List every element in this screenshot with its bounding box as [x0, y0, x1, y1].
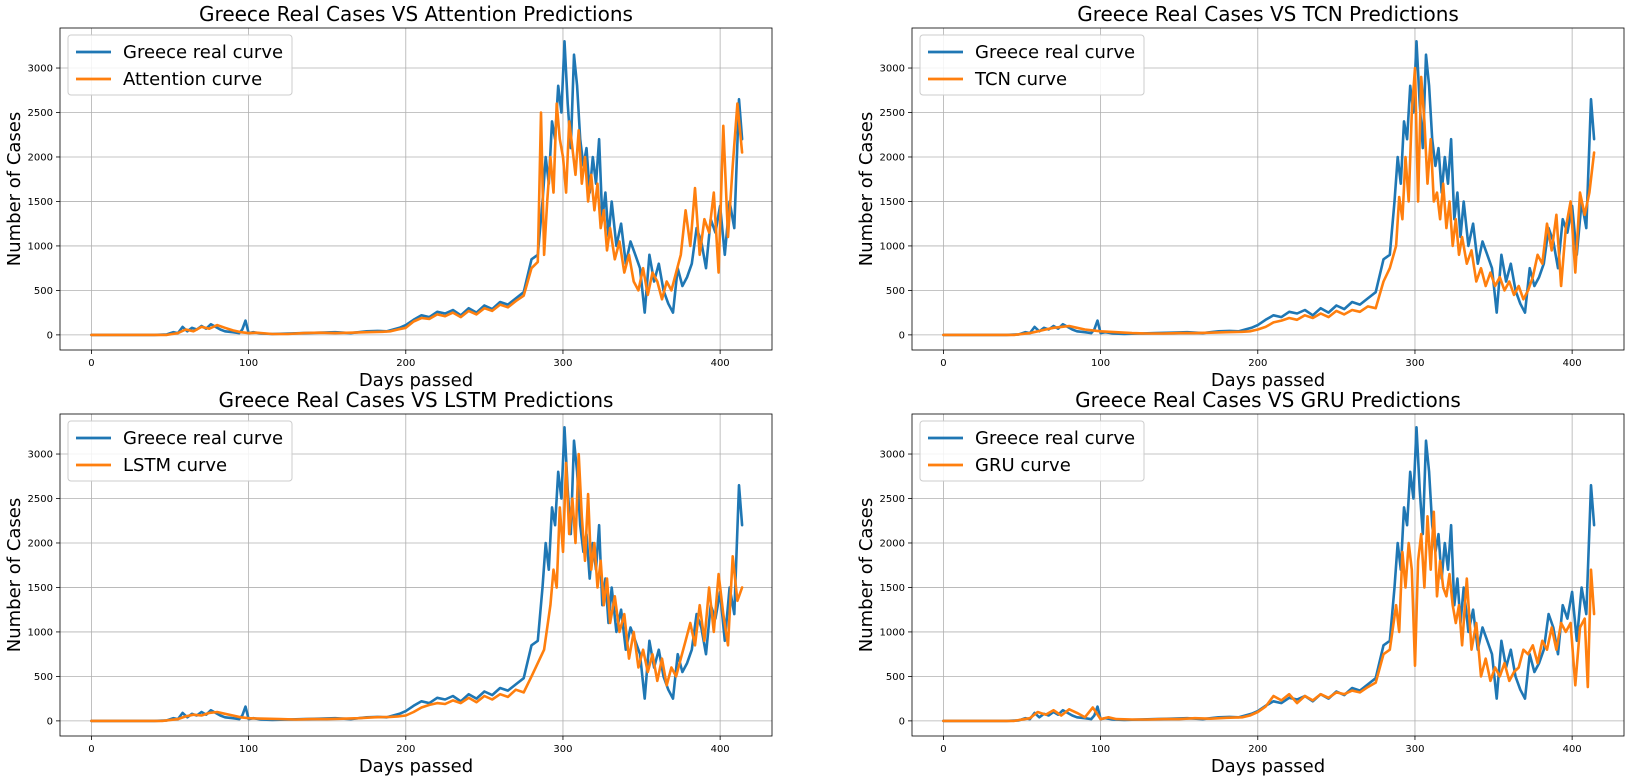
y-tick-label: 2000 — [880, 538, 905, 549]
x-tick-label: 300 — [1405, 358, 1424, 369]
prediction-curve-line — [90, 102, 744, 337]
x-tick-label: 400 — [711, 744, 730, 755]
y-tick-label: 1000 — [28, 241, 53, 252]
x-tick-label: 200 — [396, 744, 415, 755]
y-tick-label: 3000 — [880, 450, 905, 461]
prediction-curve-line — [942, 66, 1596, 337]
chart-title: Greece Real Cases VS GRU Predictions — [1075, 388, 1461, 412]
chart-panel-1: 0 100 200 300 400 0 500 1000 1500 2000 2500 3000 Gre… — [4, 2, 773, 391]
legend-label: Greece real curve — [975, 428, 1135, 449]
x-axis-label: Days passed — [1211, 370, 1325, 391]
y-tick-label: 3000 — [28, 64, 53, 75]
legend: Greece real curve Attention curve — [67, 34, 293, 96]
y-tick-label: 1500 — [28, 583, 53, 594]
y-axis-label: Number of Cases — [4, 112, 25, 267]
x-tick-label: 200 — [1248, 744, 1267, 755]
legend-label: Greece real curve — [975, 42, 1135, 63]
x-tick-label: 0 — [940, 744, 946, 755]
legend: Greece real curve TCN curve — [919, 34, 1145, 96]
y-tick-label: 2500 — [28, 108, 53, 119]
x-tick-label: 200 — [396, 358, 415, 369]
prediction-curve-line — [90, 452, 744, 723]
x-tick-label: 300 — [553, 744, 572, 755]
x-tick-label: 400 — [711, 358, 730, 369]
y-tick-label: 2000 — [28, 152, 53, 163]
x-tick-label: 0 — [88, 744, 94, 755]
legend-label: Attention curve — [123, 69, 262, 90]
plot-frame — [911, 27, 1625, 351]
chart-panel-2: 0 100 200 300 400 0 500 1000 1500 2000 2500 3000 Gre… — [856, 2, 1625, 391]
x-tick-label: 100 — [239, 744, 258, 755]
grid — [912, 414, 1624, 736]
y-tick-label: 0 — [47, 330, 53, 341]
x-tick-label: 400 — [1563, 744, 1582, 755]
legend-label: GRU curve — [975, 455, 1071, 476]
y-axis-label: Number of Cases — [4, 498, 25, 653]
y-tick-label: 3000 — [28, 450, 53, 461]
real-curve-line — [942, 425, 1596, 723]
prediction-curve-line — [942, 510, 1596, 723]
chart-title: Greece Real Cases VS Attention Predictio… — [199, 2, 633, 26]
legend-label: LSTM curve — [123, 455, 227, 476]
y-tick-label: 1500 — [880, 583, 905, 594]
legend-label: Greece real curve — [123, 428, 283, 449]
legend-box — [67, 34, 293, 96]
legend-box — [919, 34, 1145, 96]
plot-frame — [911, 413, 1625, 737]
y-tick-label: 0 — [47, 716, 53, 727]
x-tick-label: 100 — [1091, 744, 1110, 755]
x-axis-label: Days passed — [359, 756, 473, 777]
x-axis-label: Days passed — [1211, 756, 1325, 777]
y-tick-label: 1500 — [28, 197, 53, 208]
y-axis-label: Number of Cases — [856, 498, 877, 653]
x-tick-label: 400 — [1563, 358, 1582, 369]
x-tick-label: 300 — [553, 358, 572, 369]
chart-title: Greece Real Cases VS TCN Predictions — [1077, 2, 1459, 26]
legend-label: TCN curve — [974, 69, 1067, 90]
plot-frame — [59, 413, 773, 737]
plot-frame — [59, 27, 773, 351]
y-tick-label: 500 — [886, 672, 905, 683]
x-tick-label: 0 — [88, 358, 94, 369]
y-tick-label: 500 — [886, 286, 905, 297]
y-tick-label: 500 — [34, 286, 53, 297]
x-tick-label: 100 — [239, 358, 258, 369]
legend: Greece real curve GRU curve — [919, 420, 1145, 482]
y-tick-label: 0 — [899, 330, 905, 341]
y-tick-label: 0 — [899, 716, 905, 727]
y-tick-label: 2500 — [28, 494, 53, 505]
chart-title: Greece Real Cases VS LSTM Predictions — [219, 388, 614, 412]
chart-panel-3: 0 100 200 300 400 0 500 1000 1500 2000 2500 3000 Gre… — [4, 388, 773, 777]
legend: Greece real curve LSTM curve — [67, 420, 293, 482]
y-tick-label: 1000 — [28, 627, 53, 638]
y-tick-label: 2000 — [880, 152, 905, 163]
y-tick-label: 1000 — [880, 627, 905, 638]
y-tick-label: 3000 — [880, 64, 905, 75]
x-tick-label: 200 — [1248, 358, 1267, 369]
legend-box — [919, 420, 1145, 482]
x-tick-label: 100 — [1091, 358, 1110, 369]
y-tick-label: 500 — [34, 672, 53, 683]
y-axis-label: Number of Cases — [856, 112, 877, 267]
y-tick-label: 2000 — [28, 538, 53, 549]
legend-box — [67, 420, 293, 482]
x-axis-label: Days passed — [359, 370, 473, 391]
x-tick-label: 0 — [940, 358, 946, 369]
x-tick-label: 300 — [1405, 744, 1424, 755]
legend-label: Greece real curve — [123, 42, 283, 63]
y-tick-label: 2500 — [880, 494, 905, 505]
y-tick-label: 1500 — [880, 197, 905, 208]
chart-panel-4: 0 100 200 300 400 0 500 1000 1500 2000 2500 3000 Gre… — [856, 388, 1625, 777]
y-tick-label: 1000 — [880, 241, 905, 252]
y-tick-label: 2500 — [880, 108, 905, 119]
